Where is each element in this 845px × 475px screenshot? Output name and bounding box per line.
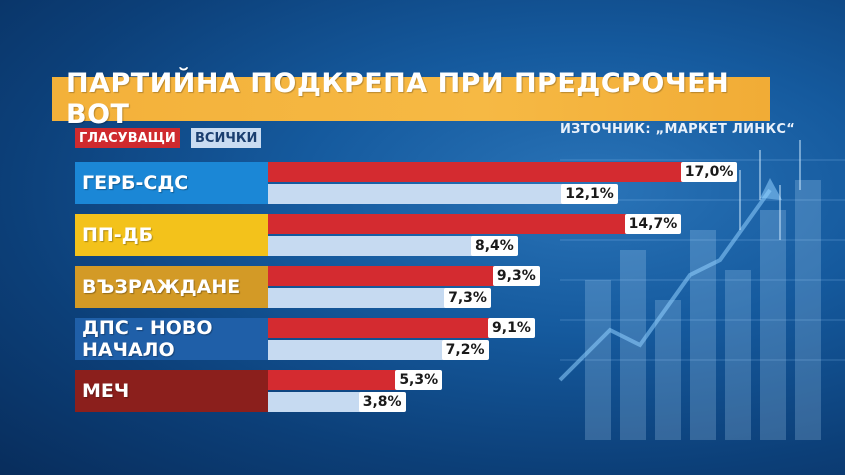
bar-voters — [268, 214, 627, 234]
bar-all — [268, 288, 447, 308]
value-label-voters: 14,7% — [624, 214, 682, 234]
value-label-voters: 17,0% — [680, 162, 738, 182]
legend-voters: ГЛАСУВАЩИ — [75, 128, 180, 148]
party-label: ПП-ДБ — [75, 214, 268, 256]
bar-voters — [268, 318, 491, 338]
bar-all — [268, 236, 473, 256]
party-label: ДПС - НОВО НАЧАЛО — [75, 317, 268, 361]
value-label-all: 7,3% — [444, 288, 491, 308]
value-label-all: 7,2% — [441, 340, 489, 360]
value-label-all: 3,8% — [358, 392, 406, 412]
value-label-voters: 5,3% — [395, 370, 443, 390]
bar-voters — [268, 266, 495, 286]
bar-all — [268, 340, 444, 360]
value-label-voters: 9,3% — [492, 266, 540, 286]
legend-all: ВСИЧКИ — [191, 128, 262, 148]
bar-voters — [268, 370, 398, 390]
bar-voters — [268, 162, 683, 182]
value-label-all: 8,4% — [470, 236, 518, 256]
chart-title: ПАРТИЙНА ПОДКРЕПА ПРИ ПРЕДСРОЧЕН ВОТ — [52, 68, 770, 130]
value-label-all: 12,1% — [561, 184, 618, 204]
bar-all — [268, 392, 361, 412]
source-label: ИЗТОЧНИК: „МАРКЕТ ЛИНКС“ — [560, 122, 796, 137]
value-label-voters: 9,1% — [488, 318, 535, 338]
bar-all — [268, 184, 564, 204]
party-label: ГЕРБ-СДС — [75, 162, 268, 204]
party-label: ВЪЗРАЖДАНЕ — [75, 266, 268, 308]
party-label: МЕЧ — [75, 370, 268, 412]
